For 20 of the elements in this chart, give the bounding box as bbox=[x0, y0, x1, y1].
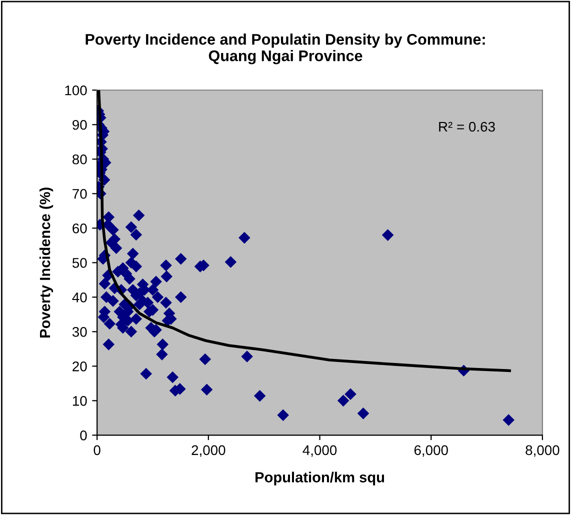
y-axis-title: Poverty Incidence (%) bbox=[39, 188, 54, 338]
y-tick-label: 90 bbox=[72, 120, 87, 130]
y-tick-label: 60 bbox=[72, 223, 87, 234]
y-tick-label: 80 bbox=[72, 154, 87, 164]
x-tick-label: 6,000 bbox=[414, 445, 448, 457]
chart-title: Poverty Incidence and Populatin Density by Commune: Quang Ngai Province bbox=[86, 34, 485, 64]
y-tick-label: 50 bbox=[72, 258, 87, 268]
x-tick-label: 4,000 bbox=[302, 445, 337, 457]
y-tick-label: 10 bbox=[72, 396, 87, 406]
annotation: R² = 0.63 bbox=[439, 122, 495, 132]
x-tick-label: 8,000 bbox=[526, 445, 560, 457]
y-tick-label: 20 bbox=[72, 362, 87, 372]
y-tick-label: 70 bbox=[72, 188, 87, 199]
y-tick-label: 30 bbox=[72, 326, 87, 337]
y-tick-label: 0 bbox=[80, 430, 87, 440]
x-axis-title: Population/km squ bbox=[256, 472, 384, 486]
y-tick-label: 40 bbox=[72, 292, 87, 302]
x-tick-label: 2,000 bbox=[192, 445, 226, 457]
x-tick-label: 0 bbox=[94, 445, 100, 456]
y-tick-label: 100 bbox=[65, 85, 87, 96]
